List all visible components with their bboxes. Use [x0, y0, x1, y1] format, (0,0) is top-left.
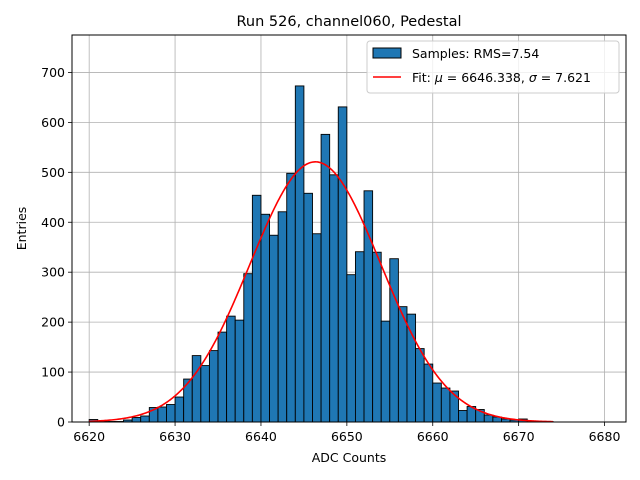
x-tick-label: 6670	[503, 429, 535, 444]
y-tick-label: 200	[41, 315, 65, 330]
histogram-bar	[397, 306, 408, 423]
legend-label-fit: Fit: μ = 6646.338, σ = 7.621	[412, 70, 591, 85]
histogram-bar	[303, 192, 313, 423]
legend-fit-sigma-value: = 7.621	[537, 70, 591, 85]
histogram-bar	[406, 313, 417, 423]
y-tick-label: 600	[41, 115, 65, 130]
histogram-bar	[294, 85, 305, 423]
histogram-bar	[337, 106, 348, 423]
histogram-bar	[440, 387, 451, 423]
histogram-bar	[140, 415, 150, 423]
histogram-bar	[286, 172, 296, 423]
histogram-bar	[415, 348, 425, 423]
x-tick-label: 6640	[245, 429, 277, 444]
histogram-bar	[432, 382, 442, 423]
histogram-bar	[277, 211, 288, 423]
x-tick-label: 6620	[73, 429, 105, 444]
y-tick-label: 0	[57, 415, 65, 430]
chart-title: Run 526, channel060, Pedestal	[236, 14, 461, 30]
histogram-bar	[354, 251, 365, 423]
histogram-bar	[226, 315, 236, 423]
histogram-bar	[312, 233, 322, 423]
legend-swatch-samples	[372, 47, 402, 59]
x-tick-label: 6680	[589, 429, 621, 444]
y-tick-label: 700	[41, 65, 65, 80]
histogram-bar	[217, 331, 228, 423]
histogram-bar	[346, 274, 356, 423]
histogram-bar	[363, 190, 374, 423]
y-axis-ticks: 0 100 200 300 400 500 600 700	[41, 65, 72, 430]
histogram-bar	[251, 194, 262, 423]
histogram-bar	[234, 319, 245, 423]
histogram-bar	[260, 213, 271, 423]
histogram-bar	[191, 355, 202, 423]
histogram-bar	[157, 406, 167, 423]
x-tick-label: 6630	[159, 429, 191, 444]
histogram-bar	[200, 365, 210, 423]
histogram-bar	[131, 417, 142, 423]
histogram-bar	[208, 350, 219, 423]
y-tick-label: 100	[41, 365, 65, 380]
legend-fit-mu-value: = 6646.338,	[443, 70, 529, 85]
histogram-bar	[166, 404, 176, 423]
y-tick-label: 500	[41, 165, 65, 180]
y-tick-label: 300	[41, 265, 65, 280]
x-tick-label: 6660	[417, 429, 449, 444]
histogram-bar	[483, 414, 494, 423]
legend-fit-prefix: Fit:	[412, 70, 435, 85]
x-axis-label: ADC Counts	[312, 450, 387, 465]
legend-box	[366, 40, 620, 94]
histogram-bar	[174, 396, 185, 423]
histogram-bar	[269, 234, 279, 423]
histogram-bar	[458, 410, 468, 423]
legend-fit-mu-symbol: μ	[434, 70, 443, 85]
histogram-bar	[389, 258, 399, 423]
histogram-bar	[329, 174, 339, 423]
histogram-bar	[372, 251, 382, 423]
y-axis-label: Entries	[14, 207, 29, 251]
histogram-bar	[380, 320, 391, 423]
fit-curve	[89, 161, 554, 423]
plot-frame	[71, 34, 627, 423]
y-tick-label: 400	[41, 215, 65, 230]
legend: Samples: RMS=7.54 Fit: μ = 6646.338, σ =…	[366, 40, 620, 94]
histogram-bar	[449, 390, 459, 423]
legend-label-samples: Samples: RMS=7.54	[412, 46, 539, 61]
x-tick-label: 6650	[331, 429, 363, 444]
legend-fit-sigma-symbol: σ	[529, 70, 538, 85]
x-axis-ticks: 6620 6630 6640 6650 6660 6670 6680	[73, 422, 620, 444]
histogram-bar	[320, 133, 331, 423]
histogram-bar	[423, 363, 434, 423]
histogram-bar	[243, 273, 253, 423]
